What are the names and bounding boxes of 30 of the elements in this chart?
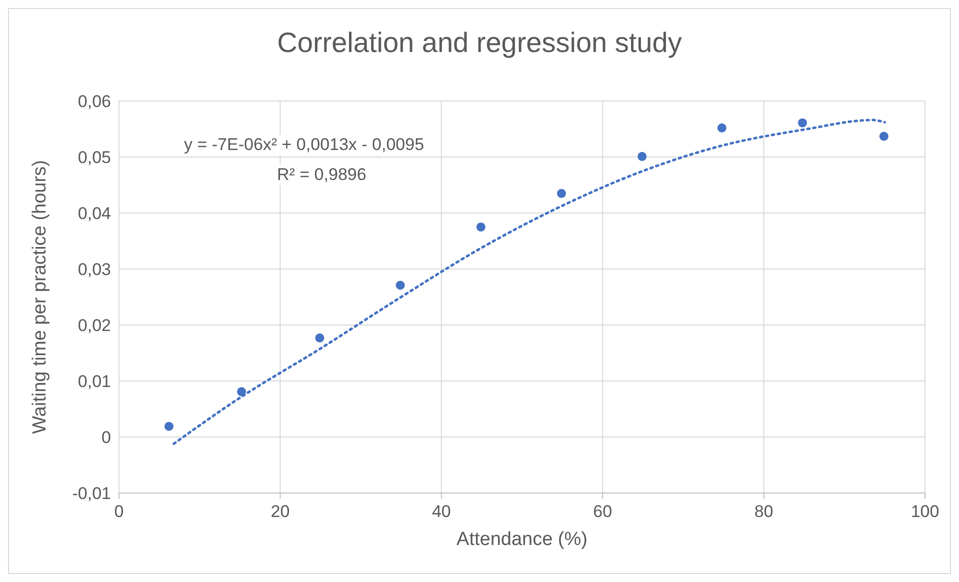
point [164, 422, 174, 431]
x-tick-label: 80 [754, 502, 774, 521]
point [556, 188, 566, 198]
x-tick-label: 40 [432, 502, 451, 521]
x-axis-title: Attendance (%) [456, 529, 588, 550]
annotation: R² = 0,9896 [277, 165, 366, 185]
point [717, 123, 726, 132]
x-tick-label: 20 [270, 502, 290, 521]
point [798, 118, 807, 128]
annotation: y = -7E-06x² + 0,0013x - 0,0095 [184, 135, 424, 155]
point [476, 222, 486, 232]
point [315, 333, 324, 342]
x-tick-label: 100 [910, 502, 940, 521]
point [396, 280, 405, 290]
y-tick-label: 0 [102, 428, 111, 448]
y-tick-label: 0,03 [78, 260, 111, 280]
y-tick-label: 0,05 [78, 148, 111, 168]
y-axis-title: Waiting time per practice (hours) [30, 160, 51, 434]
y-tick-label: 0,01 [78, 372, 111, 392]
y-tick-label: 0,02 [78, 316, 111, 336]
chart-title: Correlation and regression study [276, 27, 683, 59]
point [879, 132, 888, 141]
x-tick-label: 0 [114, 502, 124, 521]
point [237, 387, 246, 396]
point [638, 152, 647, 161]
line-series [172, 118, 886, 445]
y-tick-label: -0,01 [72, 484, 111, 504]
y-tick-label: 0,04 [78, 204, 111, 224]
x-tick-label: 60 [593, 502, 612, 521]
y-tick-label: 0,06 [78, 92, 111, 112]
